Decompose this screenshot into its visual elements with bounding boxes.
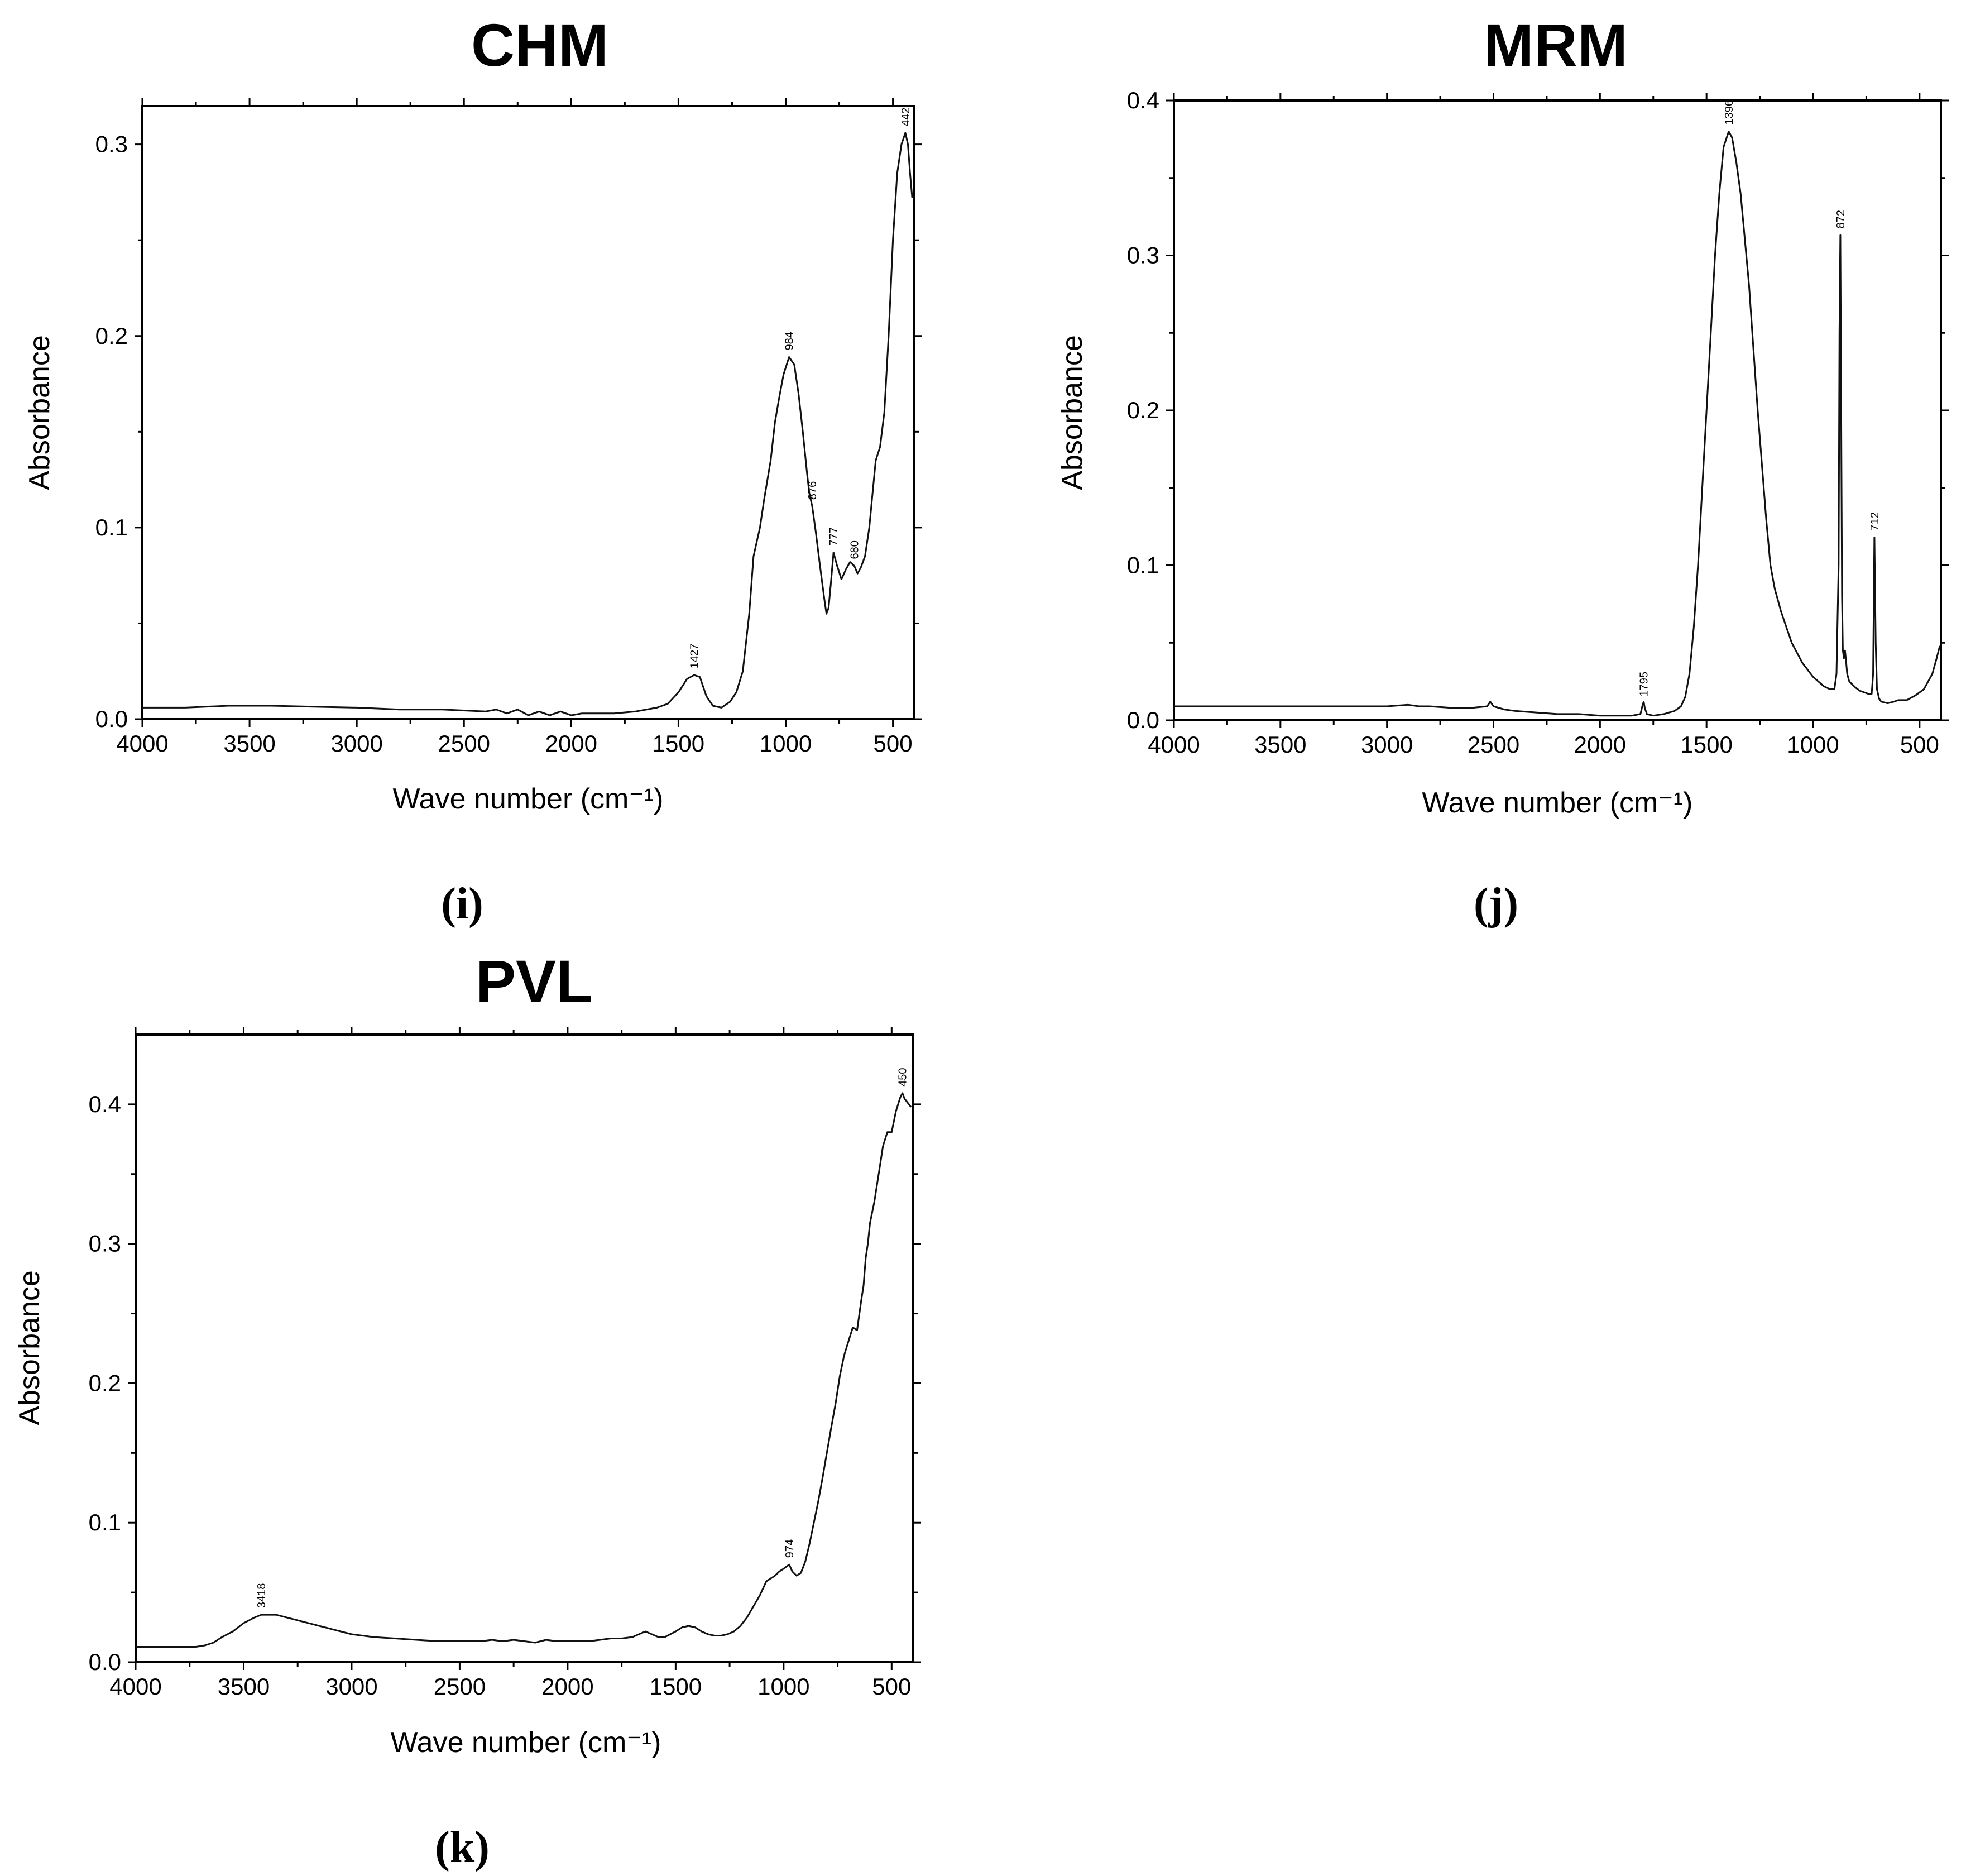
x-tick-label: 2000 <box>541 1673 593 1700</box>
panel-caption: (j) <box>1474 879 1518 929</box>
chart-panel-pvl: PVL 4000 3500 3000 2500 2000 1500 1000 500 0.0 0.… <box>13 947 921 1872</box>
spectrum-line <box>136 1092 912 1648</box>
y-tick-label: 0.3 <box>1127 242 1159 269</box>
x-tick-label: 1500 <box>1680 731 1732 758</box>
x-tick-label: 3500 <box>218 1673 270 1700</box>
axis-ticks: 4000 3500 3000 2500 2000 1500 1000 500 0.0 0.1 0.2… <box>89 1027 921 1700</box>
y-axis-label: Absorbance <box>1056 335 1089 490</box>
x-tick-label: 1500 <box>650 1673 702 1700</box>
spectrum-line <box>1174 131 1941 717</box>
x-tick-label: 500 <box>1900 731 1939 758</box>
y-axis-label: Absorbance <box>13 1270 46 1425</box>
y-tick-label: 0.3 <box>95 131 128 157</box>
x-tick-label: 3000 <box>1361 731 1413 758</box>
plot-frame <box>135 1033 914 1663</box>
spectrum-line <box>142 132 913 716</box>
axis-ticks: 4000 3500 3000 2500 2000 1500 1000 500 0.0 0.1 0.2… <box>1127 87 1949 758</box>
chart-title: CHM <box>471 11 608 79</box>
peak-labels: 3418 974 450 <box>256 1068 909 1609</box>
x-tick-label: 2500 <box>438 730 490 757</box>
x-tick-label: 4000 <box>1148 731 1200 758</box>
peak-label: 1795 <box>1638 672 1651 697</box>
x-tick-label: 3500 <box>223 730 275 757</box>
y-tick-label: 0.1 <box>1127 552 1159 578</box>
y-tick-label: 0.0 <box>1127 707 1159 733</box>
y-tick-label: 0.2 <box>95 323 128 349</box>
x-tick-label: 4000 <box>109 1673 161 1700</box>
x-tick-label: 3500 <box>1254 731 1306 758</box>
peak-label: 974 <box>784 1539 796 1558</box>
panel-caption: (k) <box>435 1823 490 1872</box>
x-axis-label: Wave number (cm⁻¹) <box>1422 787 1693 819</box>
x-tick-label: 500 <box>874 730 913 757</box>
x-axis-label: Wave number (cm⁻¹) <box>393 783 664 815</box>
y-tick-label: 0.1 <box>89 1509 121 1535</box>
peak-label: 712 <box>1869 512 1881 530</box>
x-tick-label: 1000 <box>757 1673 809 1700</box>
y-axis-label: Absorbance <box>23 335 56 490</box>
x-tick-label: 1000 <box>760 730 812 757</box>
peak-labels: 1427 984 876 777 680 442 <box>689 108 912 668</box>
y-tick-label: 0.2 <box>1127 397 1159 423</box>
chart-title: PVL <box>476 947 593 1015</box>
chart-panel-mrm: MRM 4000 3500 3000 2500 2000 1500 1000 500 0.0 0.… <box>1056 11 1949 929</box>
x-tick-label: 3000 <box>330 730 382 757</box>
chart-panel-chm: CHM 4000 3500 3000 2500 2000 1500 1000 500 0.0 0.… <box>23 11 922 929</box>
peak-label: 872 <box>1835 210 1847 228</box>
plot-frame <box>141 105 915 720</box>
panel-caption: (i) <box>441 879 483 929</box>
x-tick-label: 2000 <box>545 730 597 757</box>
x-tick-label: 2000 <box>1574 731 1626 758</box>
y-tick-label: 0.4 <box>1127 87 1159 113</box>
x-tick-label: 3000 <box>325 1673 377 1700</box>
y-tick-label: 0.0 <box>89 1649 121 1675</box>
x-tick-label: 1000 <box>1787 731 1839 758</box>
axis-ticks: 4000 3500 3000 2500 2000 1500 1000 500 0.0 0.1 0.2… <box>95 98 922 757</box>
peak-label: 1396 <box>1723 100 1735 125</box>
x-tick-label: 2500 <box>1468 731 1519 758</box>
x-tick-label: 4000 <box>116 730 168 757</box>
y-tick-label: 0.3 <box>89 1231 121 1257</box>
y-tick-label: 0.0 <box>95 706 128 732</box>
peak-label: 3418 <box>256 1583 268 1609</box>
peak-label: 876 <box>807 481 819 500</box>
y-tick-label: 0.4 <box>89 1091 121 1117</box>
x-tick-label: 2500 <box>434 1673 486 1700</box>
x-axis-label: Wave number (cm⁻¹) <box>391 1726 661 1759</box>
y-tick-label: 0.1 <box>95 514 128 540</box>
peak-label: 984 <box>784 332 796 350</box>
peak-label: 442 <box>900 108 912 126</box>
y-tick-label: 0.2 <box>89 1370 121 1396</box>
peak-label: 777 <box>828 527 840 545</box>
x-tick-label: 1500 <box>653 730 704 757</box>
peak-label: 680 <box>848 540 861 559</box>
peak-label: 1427 <box>689 644 701 669</box>
x-tick-label: 500 <box>872 1673 911 1700</box>
peak-labels: 1795 1396 872 712 <box>1638 100 1881 697</box>
peak-label: 450 <box>897 1068 909 1087</box>
chart-title: MRM <box>1484 11 1628 79</box>
